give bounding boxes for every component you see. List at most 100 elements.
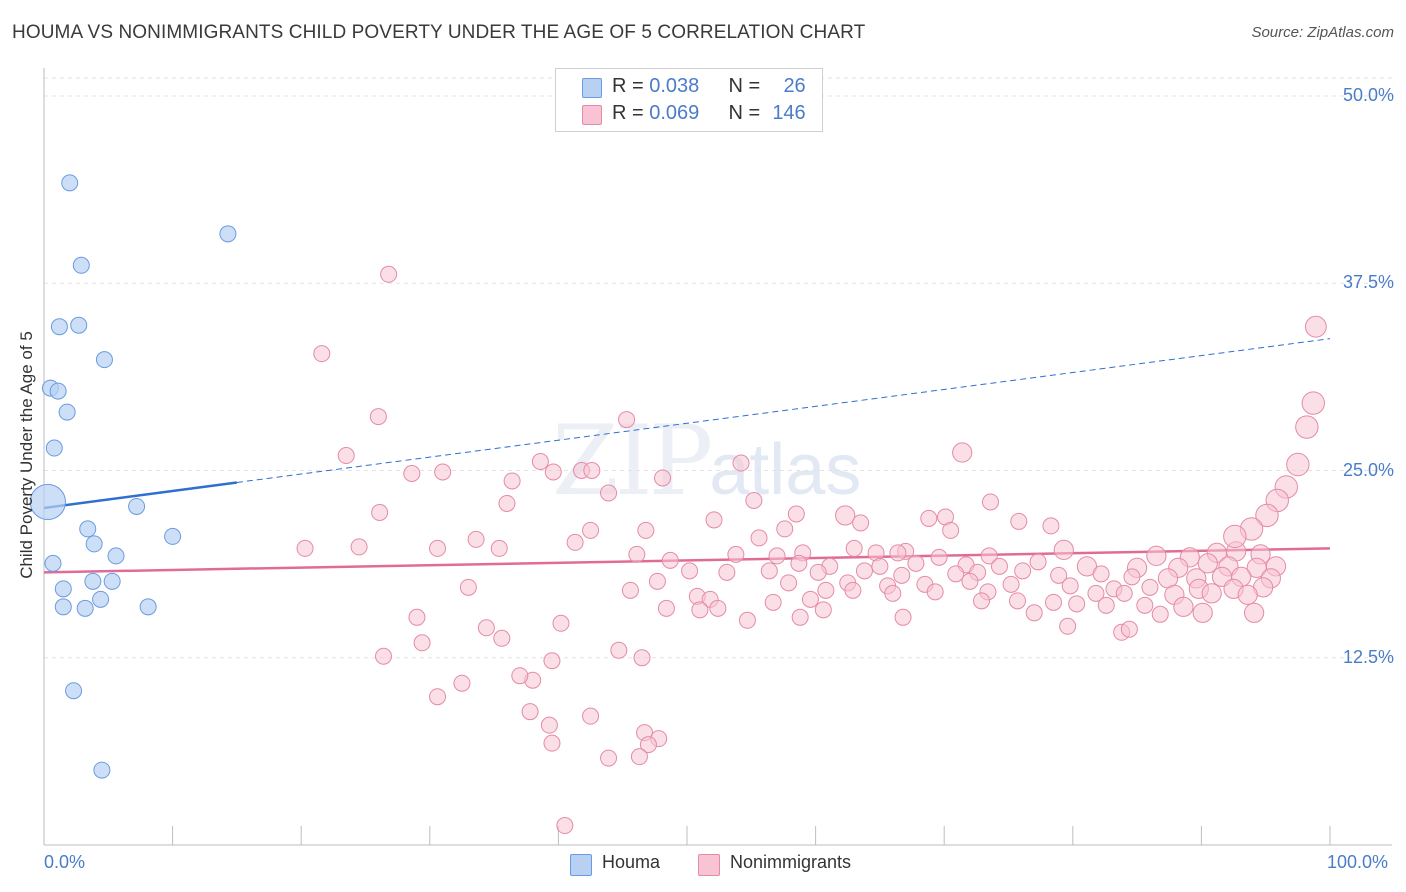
point-nonimmigrants xyxy=(1151,605,1169,623)
points-houma xyxy=(29,174,237,779)
point-nonimmigrants xyxy=(1201,583,1222,604)
point-nonimmigrants xyxy=(787,505,805,523)
point-nonimmigrants xyxy=(1115,584,1133,602)
point-nonimmigrants xyxy=(738,611,756,629)
point-nonimmigrants xyxy=(1068,595,1086,613)
point-nonimmigrants xyxy=(618,411,636,429)
legend-r-value: 0.038 xyxy=(649,75,700,97)
point-nonimmigrants xyxy=(1025,604,1043,622)
point-nonimmigrants xyxy=(801,590,819,608)
point-nonimmigrants xyxy=(780,574,798,592)
point-nonimmigrants xyxy=(493,629,511,647)
point-nonimmigrants xyxy=(637,521,655,539)
point-nonimmigrants xyxy=(543,652,561,670)
point-houma xyxy=(139,598,157,616)
point-houma xyxy=(50,318,68,336)
point-nonimmigrants xyxy=(705,511,723,529)
point-nonimmigrants xyxy=(972,592,990,610)
point-houma xyxy=(29,483,66,521)
point-nonimmigrants xyxy=(639,736,657,754)
x-tick-label-min: 0.0% xyxy=(44,852,86,872)
point-nonimmigrants xyxy=(790,554,808,572)
point-nonimmigrants xyxy=(990,557,1008,575)
point-nonimmigrants xyxy=(371,503,389,521)
point-nonimmigrants xyxy=(1061,577,1079,595)
point-nonimmigrants xyxy=(583,462,601,479)
chart-title: HOUMA VS NONIMMIGRANTS CHILD POVERTY UND… xyxy=(12,22,866,43)
point-houma xyxy=(45,439,63,457)
point-nonimmigrants xyxy=(453,674,471,692)
point-nonimmigrants xyxy=(1002,575,1020,593)
point-nonimmigrants xyxy=(889,544,907,562)
point-nonimmigrants xyxy=(844,581,862,599)
y-axis-title: Child Poverty Under the Age of 5 xyxy=(17,331,36,579)
point-nonimmigrants xyxy=(350,538,368,556)
point-nonimmigrants xyxy=(1087,584,1105,602)
point-nonimmigrants xyxy=(459,578,477,596)
point-nonimmigrants xyxy=(610,641,628,659)
point-nonimmigrants xyxy=(490,539,508,557)
point-houma xyxy=(107,547,125,565)
point-nonimmigrants xyxy=(544,463,562,481)
point-nonimmigrants xyxy=(657,599,675,617)
point-nonimmigrants xyxy=(952,442,973,463)
point-nonimmigrants xyxy=(981,493,999,511)
point-nonimmigrants xyxy=(648,572,666,590)
legend-n-value: 26 xyxy=(783,75,806,97)
point-nonimmigrants xyxy=(894,608,912,626)
point-nonimmigrants xyxy=(429,688,447,706)
point-houma xyxy=(93,761,111,779)
bottom-legend-swatch-nonimmigrants xyxy=(698,854,720,876)
point-nonimmigrants xyxy=(1097,596,1115,614)
point-nonimmigrants xyxy=(1304,315,1327,338)
point-nonimmigrants xyxy=(1009,592,1027,610)
point-nonimmigrants xyxy=(434,463,452,481)
point-nonimmigrants xyxy=(980,547,998,565)
axis-layer xyxy=(43,68,1392,846)
point-nonimmigrants xyxy=(600,484,618,502)
point-nonimmigrants xyxy=(961,572,979,590)
point-nonimmigrants xyxy=(296,539,314,557)
point-nonimmigrants xyxy=(511,667,529,685)
point-nonimmigrants xyxy=(1173,596,1194,617)
point-houma xyxy=(54,598,72,616)
point-nonimmigrants xyxy=(582,707,600,725)
point-houma xyxy=(70,316,88,334)
point-nonimmigrants xyxy=(1042,517,1060,535)
point-nonimmigrants xyxy=(1059,617,1077,635)
point-nonimmigrants xyxy=(764,593,782,611)
point-nonimmigrants xyxy=(1244,602,1265,623)
point-nonimmigrants xyxy=(543,734,561,752)
point-houma xyxy=(44,554,62,572)
point-nonimmigrants xyxy=(1123,568,1141,586)
point-nonimmigrants xyxy=(1301,391,1325,415)
point-houma xyxy=(164,527,182,545)
point-nonimmigrants xyxy=(1192,602,1213,623)
point-nonimmigrants xyxy=(907,554,925,572)
point-nonimmigrants xyxy=(582,521,600,539)
legend: R = 0.038 N = 26 R = 0.069 N = 146 xyxy=(555,68,823,132)
point-nonimmigrants xyxy=(380,265,398,283)
point-nonimmigrants xyxy=(791,608,809,626)
point-nonimmigrants xyxy=(337,447,355,465)
point-houma xyxy=(92,590,110,608)
point-houma xyxy=(58,403,76,421)
point-nonimmigrants xyxy=(408,608,426,626)
point-nonimmigrants xyxy=(681,562,699,580)
point-houma xyxy=(84,572,102,590)
point-nonimmigrants xyxy=(926,583,944,601)
point-nonimmigrants xyxy=(1295,415,1319,439)
point-nonimmigrants xyxy=(835,505,856,526)
bottom-legend-swatch-houma xyxy=(570,854,592,876)
point-nonimmigrants xyxy=(1146,545,1167,566)
y-tick-label: 37.5% xyxy=(1342,272,1394,293)
point-nonimmigrants xyxy=(1053,539,1074,560)
point-nonimmigrants xyxy=(1050,566,1068,584)
legend-swatch-nonimmigrants xyxy=(582,105,602,125)
point-nonimmigrants xyxy=(600,749,618,767)
point-houma xyxy=(95,351,113,369)
point-nonimmigrants xyxy=(521,703,539,721)
chart-source: Source: ZipAtlas.com xyxy=(1251,24,1394,41)
point-houma xyxy=(128,497,146,515)
